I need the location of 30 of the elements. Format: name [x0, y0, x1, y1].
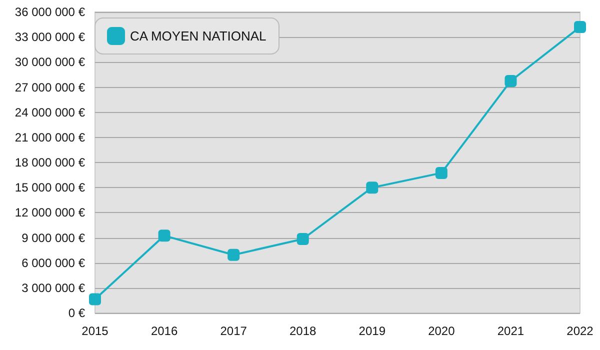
x-tick-label: 2020 — [428, 324, 456, 338]
point — [366, 182, 378, 194]
y-tick-label: 12 000 000 € — [14, 206, 86, 220]
y-tick-label: 18 000 000 € — [14, 156, 86, 170]
y-tick-label: 21 000 000 € — [14, 130, 86, 144]
y-tick-label: 6 000 000 € — [22, 256, 86, 270]
x-tick-label: 2016 — [150, 324, 178, 338]
x-tick-label: 2022 — [566, 324, 594, 338]
point — [574, 21, 586, 34]
x-tick-label: 2021 — [497, 324, 524, 338]
y-tick-label: 36 000 000 € — [14, 5, 86, 19]
x-tick-label: 2018 — [290, 324, 317, 338]
point — [158, 230, 170, 242]
y-tick-label: 24 000 000 € — [14, 105, 86, 120]
y-tick-label: 33 000 000 € — [14, 30, 86, 44]
point — [504, 74, 517, 87]
y-tick-label: 15 000 000 € — [14, 180, 86, 195]
y-tick-label: 27 000 000 € — [14, 80, 86, 94]
y-tick-label: 30 000 000 € — [14, 55, 86, 70]
point — [296, 233, 309, 246]
x-tick-label: 2019 — [358, 324, 386, 338]
y-tick-label: 9 000 000 € — [22, 230, 86, 245]
x-tick-label: 2017 — [220, 324, 248, 338]
point — [435, 166, 448, 179]
y-tick-label: 3 000 000 € — [22, 280, 86, 295]
x-tick-label: 2015 — [82, 324, 109, 338]
point — [89, 293, 101, 306]
y-tick-label: 0 € — [68, 306, 86, 320]
legend-label: CA MOYEN NATIONAL — [130, 28, 266, 44]
point — [228, 248, 240, 261]
